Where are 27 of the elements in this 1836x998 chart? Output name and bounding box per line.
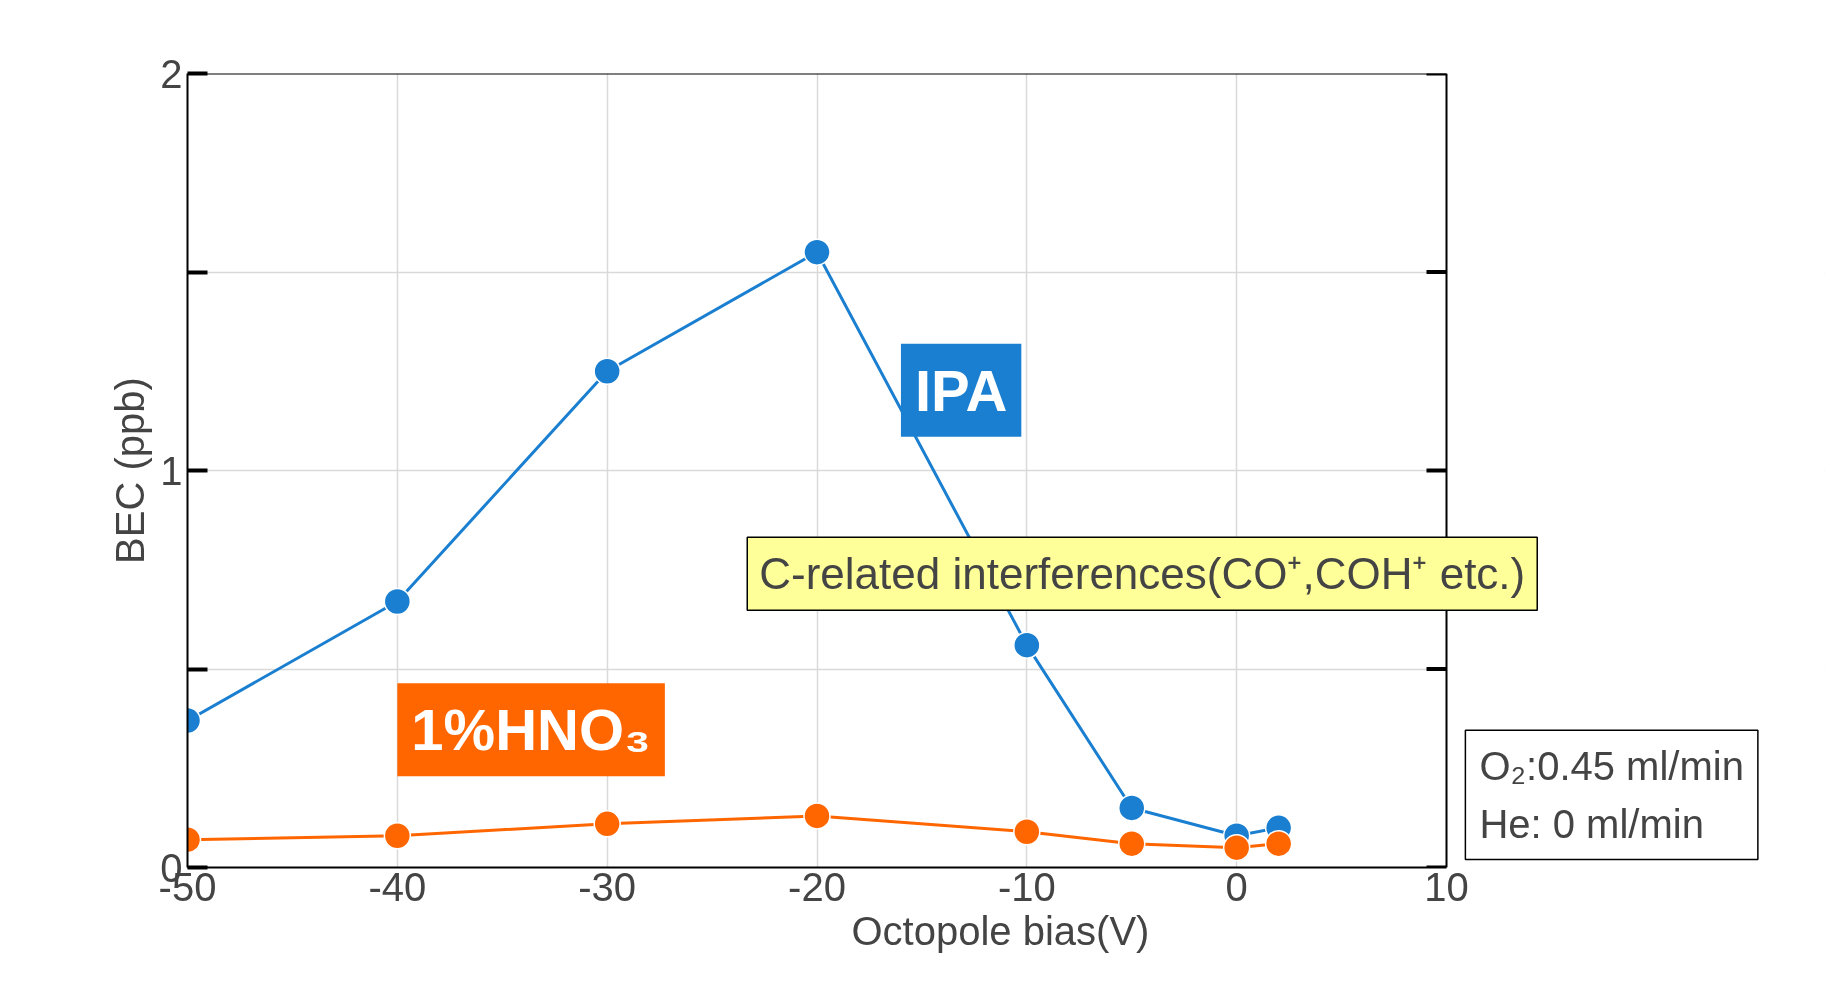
series-label: IPA bbox=[914, 357, 1008, 423]
point bbox=[593, 357, 621, 385]
point bbox=[1222, 833, 1251, 862]
point bbox=[1118, 829, 1146, 858]
x-axis-title: Octopole bias(V) bbox=[851, 908, 1150, 953]
point bbox=[1264, 829, 1293, 858]
x-tick-label: -30 bbox=[578, 864, 637, 909]
y-tick-label: 1 bbox=[160, 448, 183, 493]
point bbox=[383, 822, 412, 850]
point bbox=[803, 238, 831, 266]
text: He: 0 ml/min bbox=[1479, 801, 1704, 846]
text: O₂:0.45 ml/min bbox=[1479, 744, 1744, 789]
point bbox=[1118, 794, 1146, 822]
y-axis-title: BEC (ppb) bbox=[108, 377, 153, 564]
x-tick-label: -10 bbox=[997, 864, 1056, 909]
annotation: C-related interferences(CO⁺,COH⁺ etc.) bbox=[759, 549, 1526, 599]
x-tick-label: -40 bbox=[368, 864, 427, 909]
x-tick-label: 10 bbox=[1424, 864, 1469, 909]
point bbox=[593, 810, 621, 838]
point bbox=[383, 587, 412, 616]
y-tick-label: 2 bbox=[160, 51, 183, 96]
x-tick-label: -20 bbox=[788, 864, 846, 909]
point bbox=[1013, 631, 1041, 659]
series-label: 1%HNO₃ bbox=[411, 697, 651, 763]
point bbox=[1013, 818, 1041, 846]
point bbox=[803, 802, 831, 830]
x-tick-label: 0 bbox=[1225, 864, 1248, 909]
